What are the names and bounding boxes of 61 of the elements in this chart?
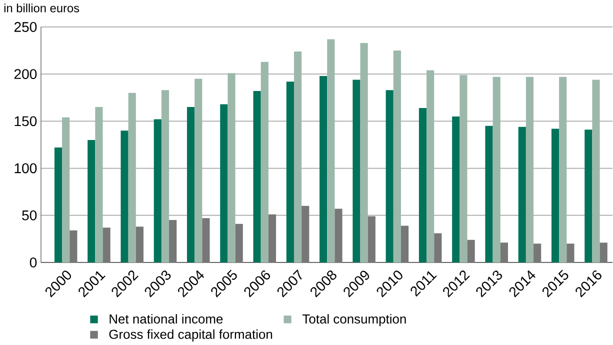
bar [418, 108, 427, 263]
bar [62, 118, 70, 263]
bar [128, 93, 136, 263]
bar [253, 91, 261, 263]
bar [302, 206, 310, 263]
bar [260, 62, 268, 263]
y-tick-label: 100 [14, 163, 37, 174]
legend-label: Net national income [110, 314, 223, 324]
bar [400, 226, 409, 263]
bar [327, 39, 335, 263]
bar [202, 218, 210, 263]
bar [102, 228, 110, 263]
bar [386, 90, 394, 263]
bar [235, 224, 243, 263]
bar [426, 70, 434, 263]
bar [584, 130, 592, 263]
y-tick-label: 250 [14, 22, 37, 32]
bar [492, 77, 500, 263]
bar [500, 242, 508, 263]
bar [228, 73, 236, 263]
bar [161, 90, 170, 263]
bar [154, 119, 162, 263]
bar [600, 242, 608, 263]
bar [452, 116, 460, 263]
bar [294, 52, 302, 263]
bar [368, 216, 376, 263]
bar [95, 107, 103, 263]
bar [551, 128, 560, 263]
bar [120, 130, 128, 263]
y-tick-label: 200 [14, 69, 37, 80]
bar [592, 80, 600, 263]
bar [467, 240, 475, 263]
y-axis-title: in billion euros [4, 4, 80, 12]
legend-label: Gross fixed capital formation [109, 330, 272, 342]
bar [526, 77, 534, 263]
y-tick-label: 50 [22, 210, 37, 220]
bar [352, 80, 360, 263]
bar [186, 107, 195, 263]
bar [194, 78, 202, 263]
bar [518, 126, 526, 263]
bar [268, 214, 276, 263]
bar [360, 43, 368, 263]
bar [393, 50, 401, 263]
bar [70, 230, 78, 263]
bar [334, 208, 342, 263]
bar [534, 244, 542, 263]
bar [169, 220, 177, 263]
bar [54, 148, 62, 263]
bar [559, 77, 567, 263]
bar [220, 104, 228, 263]
bar [566, 244, 574, 263]
legend-label: Total consumption [302, 314, 406, 326]
bar [434, 233, 442, 263]
y-tick-label: 150 [14, 116, 37, 126]
bar [136, 226, 144, 263]
y-tick-label: 0 [30, 258, 37, 268]
bar [320, 76, 328, 263]
bar [460, 75, 468, 263]
bar [88, 140, 96, 263]
bar [485, 126, 493, 263]
bar [286, 82, 294, 263]
